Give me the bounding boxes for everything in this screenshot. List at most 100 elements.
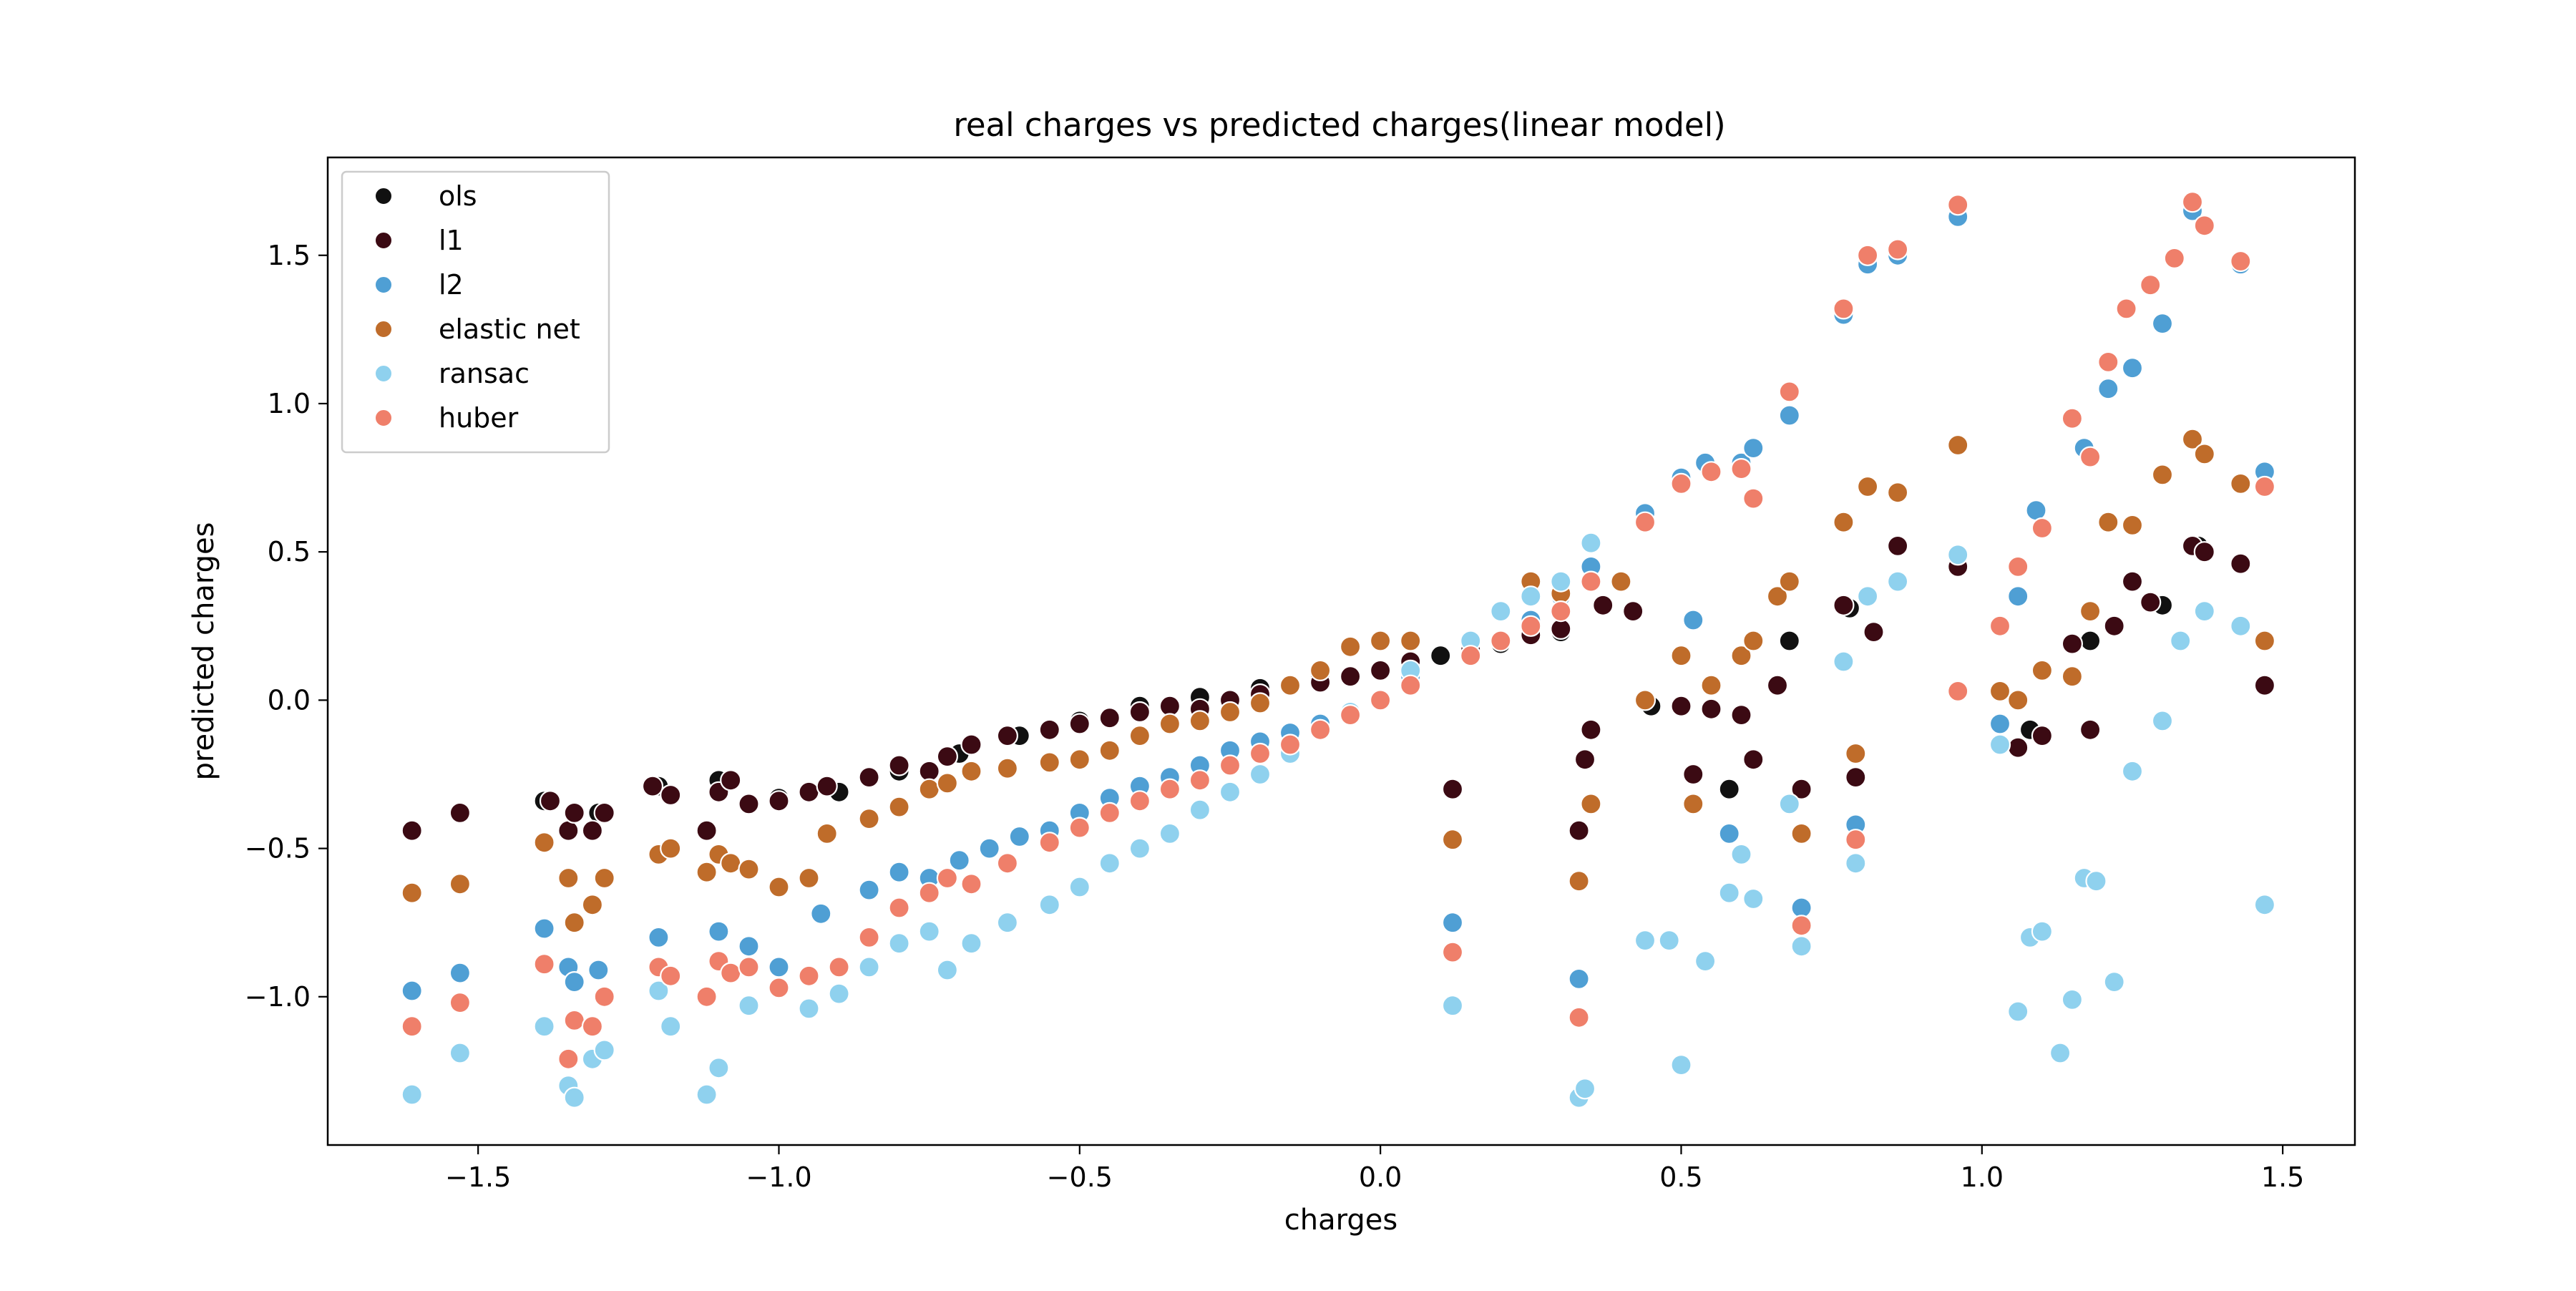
point-series-1-17: [888, 754, 910, 776]
point-series-5-29: [1249, 742, 1272, 765]
point-series-1-47: [1700, 698, 1722, 720]
point-series-4-48: [1742, 887, 1765, 910]
point-series-5-35: [1441, 941, 1464, 963]
point-series-1-8: [660, 784, 682, 807]
point-series-5-63: [2163, 247, 2185, 269]
point-series-5-64: [2181, 191, 2204, 213]
point-series-3-12: [738, 858, 760, 880]
point-series-4-38: [1550, 570, 1572, 593]
point-series-3-22: [1038, 751, 1060, 774]
point-series-4-49: [1778, 793, 1800, 815]
point-series-4-25: [1158, 822, 1181, 845]
point-series-1-23: [1068, 713, 1091, 735]
point-series-4-37: [1520, 585, 1542, 608]
point-series-3-50: [1778, 570, 1800, 593]
point-series-4-14: [828, 983, 850, 1005]
point-series-3-34: [1400, 630, 1422, 652]
point-series-2-5: [587, 959, 610, 981]
point-series-4-13: [798, 998, 820, 1020]
point-series-1-4: [563, 802, 585, 824]
point-series-5-15: [828, 956, 850, 978]
point-series-1-25: [1128, 701, 1151, 724]
point-series-5-3: [557, 1048, 580, 1070]
point-series-2-39: [1682, 609, 1704, 631]
legend-label-1: l1: [439, 225, 464, 256]
point-series-0-25: [1718, 778, 1740, 800]
point-series-4-40: [1574, 1078, 1596, 1100]
point-series-4-17: [918, 920, 940, 942]
point-series-1-49: [1742, 749, 1765, 771]
point-series-3-5: [581, 894, 604, 916]
point-series-1-9: [696, 819, 718, 842]
point-series-2-2: [533, 917, 555, 940]
point-series-4-50: [1790, 935, 1813, 958]
x-tick-label-3: 0.0: [1359, 1161, 1402, 1193]
point-series-3-47: [1730, 645, 1752, 667]
point-series-1-66: [2193, 541, 2215, 563]
point-series-3-51: [1790, 822, 1813, 845]
point-series-2-30: [1441, 912, 1464, 934]
legend-marker-2: [374, 276, 393, 294]
point-series-1-21: [996, 724, 1019, 747]
point-series-5-42: [1634, 511, 1657, 533]
point-series-4-2: [533, 1015, 555, 1038]
point-series-5-61: [2115, 298, 2137, 320]
point-series-2-12: [888, 861, 910, 883]
point-series-4-11: [738, 995, 760, 1017]
point-series-2-41: [1718, 822, 1740, 845]
point-series-4-51: [1833, 651, 1855, 673]
point-series-1-16: [858, 766, 880, 789]
point-series-5-55: [1989, 615, 2011, 637]
point-series-3-3: [557, 867, 580, 890]
point-series-1-51: [1790, 778, 1813, 800]
point-series-4-4: [563, 1086, 585, 1109]
point-series-1-64: [2140, 591, 2162, 613]
point-series-3-58: [2007, 689, 2029, 711]
point-series-3-20: [960, 760, 982, 782]
point-series-5-22: [1038, 832, 1060, 854]
point-series-1-53: [1845, 766, 1867, 789]
point-series-3-61: [2079, 600, 2102, 623]
legend-label-4: ransac: [439, 358, 530, 389]
point-series-4-65: [2121, 760, 2144, 782]
point-series-1-5: [581, 819, 604, 842]
point-series-3-19: [936, 772, 959, 794]
point-series-3-60: [2061, 666, 2083, 688]
point-series-3-0: [401, 882, 423, 904]
point-series-3-41: [1580, 793, 1602, 815]
point-series-3-4: [563, 912, 585, 934]
point-series-3-43: [1634, 689, 1657, 711]
point-series-1-61: [2079, 718, 2102, 741]
point-series-3-42: [1610, 570, 1632, 593]
point-series-1-1: [449, 802, 472, 824]
point-series-4-1: [449, 1042, 472, 1064]
point-series-4-57: [2007, 1000, 2029, 1023]
point-series-4-43: [1658, 929, 1680, 952]
point-series-4-19: [960, 932, 982, 955]
point-series-4-46: [1718, 882, 1740, 904]
point-series-5-6: [593, 985, 615, 1008]
point-series-5-27: [1189, 769, 1211, 791]
point-series-3-62: [2097, 511, 2119, 533]
point-series-3-28: [1219, 701, 1241, 724]
point-series-3-55: [1887, 482, 1909, 504]
point-series-4-47: [1730, 843, 1752, 866]
point-series-3-23: [1068, 749, 1091, 771]
point-series-2-10: [810, 902, 832, 925]
point-series-1-67: [2230, 552, 2252, 575]
point-series-2-1: [449, 962, 472, 984]
point-series-4-20: [996, 912, 1019, 934]
point-series-5-33: [1369, 689, 1392, 711]
point-series-4-64: [2103, 970, 2125, 993]
point-series-2-9: [768, 956, 790, 978]
point-series-1-35: [1441, 778, 1464, 800]
point-series-2-7: [708, 920, 730, 942]
point-series-2-8: [738, 935, 760, 958]
chart-title: real charges vs predicted charges(linear…: [953, 106, 1725, 144]
point-series-1-41: [1574, 749, 1596, 771]
point-series-3-45: [1682, 793, 1704, 815]
point-series-3-66: [2193, 443, 2215, 465]
point-series-2-35: [1568, 968, 1590, 990]
point-series-1-14: [798, 781, 820, 803]
